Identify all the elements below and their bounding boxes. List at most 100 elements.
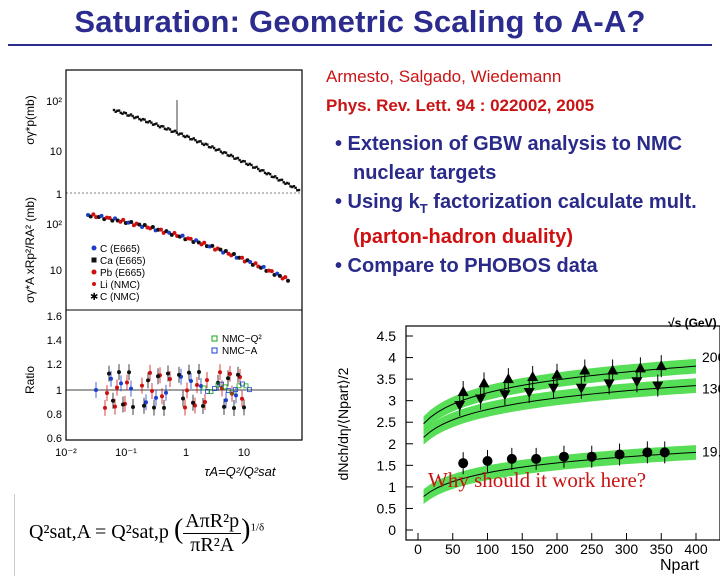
top-curve-point (189, 138, 192, 141)
top-curve-point (139, 119, 143, 122)
slide-title: Saturation: Geometric Scaling to A-A? (74, 4, 646, 39)
top-curve-point (209, 146, 212, 149)
phobos-point-130 (475, 394, 487, 405)
phobos-title: √s (GeV) (668, 316, 717, 330)
top-curve-point (197, 140, 201, 143)
ratio-point (115, 385, 119, 390)
top-curve-point (224, 151, 228, 154)
reference: Armesto, Salgado, Wiedemann Phys. Rev. L… (326, 62, 594, 120)
mid-curve-point (253, 261, 258, 266)
top-curve-point (199, 140, 202, 143)
top-curve-point (158, 126, 162, 129)
ratio-point (148, 370, 152, 375)
ratio-point (103, 405, 107, 410)
bullet-2-mid: factorization calculate mult. (427, 191, 697, 213)
phobos-ytick-label: 2.5 (377, 414, 397, 430)
top-tick-1: 10 (50, 146, 62, 158)
ratio-tick-3: 1 (56, 385, 62, 397)
ratio-point (218, 370, 222, 375)
top-curve-point (250, 163, 253, 167)
phobos-xtick-label: 100 (476, 541, 500, 557)
top-curve-point (292, 184, 296, 188)
phobos-series-label-130: 130 (702, 381, 720, 397)
ratio-point (222, 404, 226, 409)
ratio-point (129, 386, 133, 391)
phobos-point-200 (579, 364, 591, 375)
ratio-point (197, 370, 201, 375)
ratio-point (162, 405, 166, 410)
top-curve-point (187, 135, 190, 139)
top-curve-point (253, 166, 257, 169)
top-curve-point (274, 175, 277, 178)
legend-c-e665-marker (91, 245, 97, 251)
phobos-xtick-label: 150 (511, 541, 535, 557)
mid-legend: C (E665) Ca (E665) Pb (E665) Li (NMC) ✱ … (90, 244, 146, 303)
phobos-frame (405, 325, 720, 541)
top-curve-point (277, 179, 280, 182)
mid-curve-point (110, 218, 115, 223)
phobos-figure: dNch/dη/⟨Npart⟩/2 Npart √s (GeV) 0 0.5 1 1.… (330, 306, 720, 576)
mid-curve-point (283, 275, 288, 280)
top-curve-point (272, 175, 275, 179)
phobos-point-130 (499, 390, 511, 401)
top-curve-point (190, 138, 194, 141)
top-curve-point (178, 132, 182, 135)
top-curve-point (138, 117, 141, 121)
top-curve-point (238, 158, 241, 162)
phobos-series-label-200: 200 (702, 349, 720, 365)
ratio-tick-2: 1.2 (47, 359, 62, 371)
top-curve-point (289, 185, 292, 188)
mid-curve-point (158, 227, 163, 232)
formula-numerator: AπR²p (183, 510, 242, 534)
phobos-point-200 (502, 373, 514, 384)
top-curve-point (268, 172, 272, 176)
legend-nmc-a-marker (211, 347, 218, 354)
ratio-point (127, 370, 131, 375)
mid-curve-point (275, 271, 280, 276)
top-curve-point (114, 110, 117, 113)
legend-pb-e665-marker (91, 269, 97, 275)
phobos-point-19.6 (558, 451, 569, 462)
mid-tick-1: 10 (50, 265, 62, 277)
top-curve-point (184, 135, 187, 139)
top-curve-point (202, 143, 206, 147)
top-curve-point (294, 186, 297, 190)
phobos-point-19.6 (482, 456, 493, 467)
phobos-point-130 (631, 377, 643, 388)
geometric-scaling-figure: σγ*p(mb) σγ*A xRp²/RA² (mb) Ratio 10² 10… (4, 60, 314, 490)
ratio-nmc-point (201, 385, 207, 391)
formula-lhs: Q²sat,A = Q²sat,p (29, 521, 169, 544)
phobos-y-ticks: 0 0.5 1 1.5 2 2.5 3 3.5 4 4.5 (377, 328, 413, 538)
phobos-xtick-label: 200 (545, 541, 569, 557)
phobos-points (454, 355, 670, 475)
x-tick-3: 10 (238, 447, 250, 459)
ratio-point (160, 394, 164, 399)
top-curve-point (216, 148, 219, 152)
top-curve-point (122, 111, 126, 114)
mid-data-curve (86, 212, 290, 283)
top-curve-point (156, 124, 160, 127)
left-xlabel: τA=Q²/Q²sat (205, 464, 277, 479)
top-curve-point (297, 188, 301, 192)
mid-ylabel: σγ*A xRp²/RA² (mb) (23, 197, 37, 303)
top-curve-point (119, 111, 122, 115)
phobos-band-19.6 (423, 445, 696, 504)
mid-curve-point (261, 264, 266, 269)
ratio-nmc-point (247, 387, 252, 393)
top-curve-point (287, 182, 291, 185)
mid-curve-point (188, 236, 193, 241)
left-plot-frame (65, 69, 303, 441)
phobos-point-130 (548, 383, 560, 394)
legend-nmc-q2-marker (211, 335, 218, 342)
ratio-point (224, 398, 228, 403)
top-curve-point (204, 142, 207, 146)
ratio-point (109, 376, 113, 381)
bullet-2-prefix: • Using k (335, 191, 420, 213)
ratio-point (140, 383, 144, 388)
ratio-point (144, 400, 148, 405)
phobos-ytick-label: 2 (388, 436, 396, 452)
top-curve-point (162, 125, 165, 128)
ratio-point (152, 405, 156, 410)
ratio-legend: NMC−Q² NMC−A (211, 334, 262, 357)
ratio-ylabel: Ratio (23, 366, 37, 394)
